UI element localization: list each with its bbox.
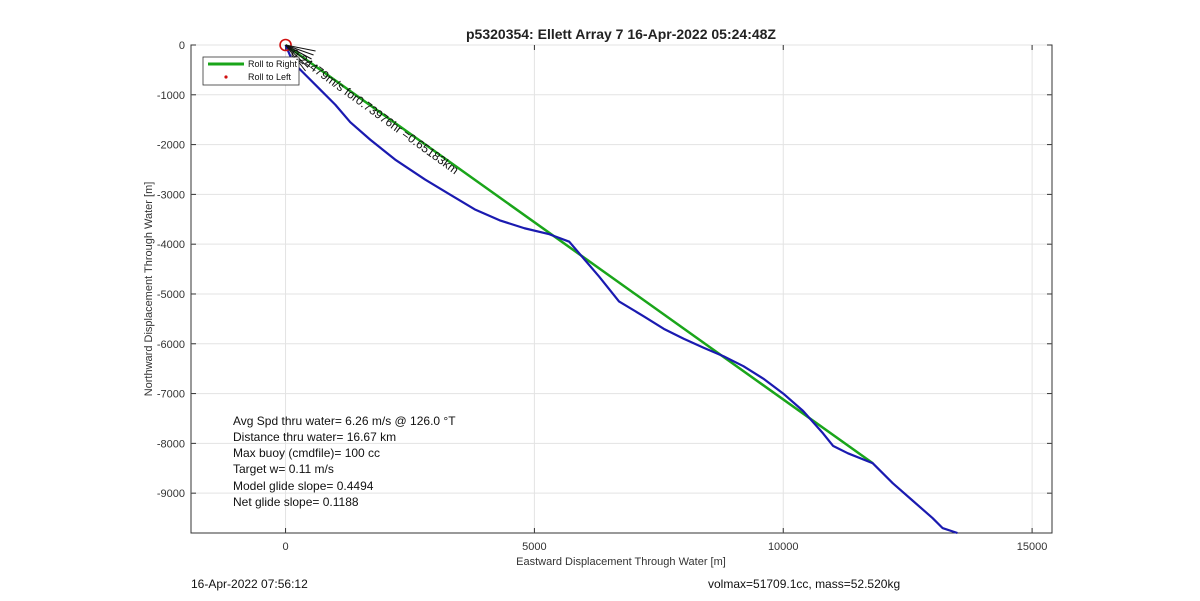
x-axis-label: Eastward Displacement Through Water [m] (516, 556, 726, 568)
drift-vector (285, 44, 314, 56)
track-line (284, 44, 958, 535)
y-tick-label: -5000 (157, 289, 185, 301)
x-tick-label: 15000 (1017, 541, 1048, 553)
y-tick-label: -6000 (157, 339, 185, 351)
y-axis-label: Northward Displacement Through Water [m] (143, 182, 155, 397)
stats-line-target-w: Target w= 0.11 m/s (233, 462, 334, 476)
stats-line-distance: Distance thru water= 16.67 km (233, 430, 396, 444)
y-tick-label: -7000 (157, 389, 185, 401)
x-tick-label: 10000 (768, 541, 799, 553)
footer-timestamp: 16-Apr-2022 07:56:12 (191, 577, 308, 591)
legend-box (202, 56, 300, 86)
y-tick-label: -2000 (157, 140, 185, 152)
legend-label-roll-left: Roll to Left (248, 72, 292, 82)
series-layer (279, 38, 958, 535)
footer-volmax-mass: volmax=51709.1cc, mass=52.520kg (708, 577, 901, 591)
stats-line-avg-speed: Avg Spd thru water= 6.26 m/s @ 126.0 °T (233, 414, 456, 428)
stats-line-net-glide: Net glide slope= 0.1188 (233, 495, 359, 509)
y-tick-label: -4000 (157, 239, 185, 251)
x-tick-label: 5000 (522, 541, 546, 553)
legend: Roll to Right Roll to Left (202, 56, 300, 86)
chart-title: p5320354: Ellett Array 7 16-Apr-2022 05:… (466, 26, 776, 42)
grid (191, 44, 1052, 533)
x-tick-label: 0 (282, 541, 288, 553)
axes-box (190, 44, 1053, 534)
legend-swatch-roll-left (224, 75, 228, 79)
stats-line-model-glide: Model glide slope= 0.4494 (233, 479, 374, 493)
stats-line-max-buoy: Max buoy (cmdfile)= 100 cc (233, 446, 380, 460)
plot-area: 0 5000 10000 15000 0 -1000 -2000 -3000 -4000 -500… (157, 38, 1053, 553)
legend-label-roll-right: Roll to Right (248, 59, 298, 69)
start-marker (279, 38, 292, 52)
y-tick-label: -1000 (157, 90, 185, 102)
y-tick-label: 0 (179, 40, 185, 52)
stats-block: Avg Spd thru water= 6.26 m/s @ 126.0 °T … (233, 414, 456, 509)
y-tick-label: -9000 (157, 488, 185, 500)
y-tick-label: -3000 (157, 189, 185, 201)
y-tick-label: -8000 (157, 438, 185, 450)
drift-vector (285, 44, 310, 64)
drift-vector (285, 44, 316, 52)
drift-vector (285, 44, 308, 68)
drift-vector (285, 44, 312, 60)
